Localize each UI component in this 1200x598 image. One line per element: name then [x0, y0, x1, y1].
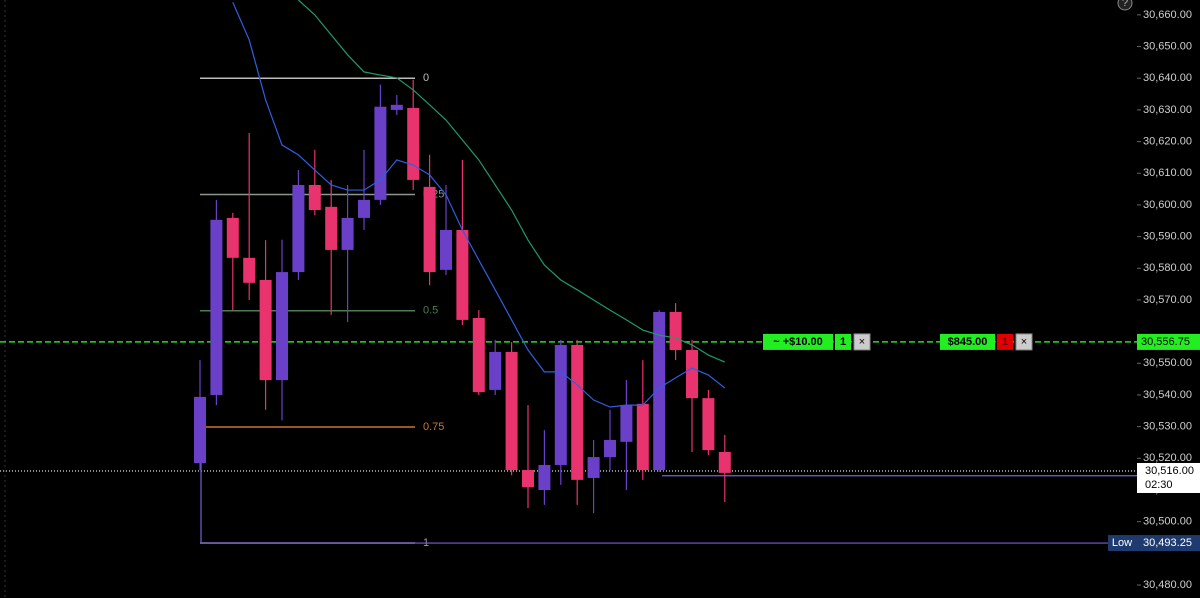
ma-line [297, 0, 726, 363]
candle-body [669, 311, 682, 350]
y-tick-label: 30,590.00 [1143, 231, 1192, 243]
order-qty-box[interactable] [997, 333, 1013, 350]
candle-body [505, 351, 518, 471]
candle-body [571, 344, 584, 480]
help-icon[interactable] [1117, 0, 1133, 11]
candle-body [620, 405, 633, 442]
order-close-box[interactable] [853, 333, 871, 351]
candle-body [358, 199, 370, 218]
order-close[interactable]: × [1021, 336, 1027, 348]
candle-body [636, 403, 649, 471]
candle-body [587, 457, 600, 478]
y-tick-label: 30,610.00 [1143, 167, 1192, 179]
candle-body [374, 106, 387, 200]
candle-body [276, 272, 288, 381]
price-label-box [1137, 462, 1200, 493]
candle-body [440, 229, 452, 270]
candle-body [538, 464, 551, 490]
price-label: 30,493.25 [1143, 537, 1192, 549]
price-label: 30,516.00 [1145, 465, 1194, 477]
y-tick-label: 30,660.00 [1143, 9, 1192, 21]
candle-body [226, 217, 239, 258]
y-tick-label: 30,650.00 [1143, 40, 1192, 52]
candle-body [292, 184, 305, 273]
y-tick-label: 30,630.00 [1143, 104, 1192, 116]
order-tag[interactable] [940, 333, 995, 350]
candle-body [718, 451, 731, 473]
price-label-box [1137, 535, 1200, 552]
candle-body [259, 279, 272, 381]
help-icon-text[interactable]: ? [1122, 0, 1128, 9]
ma-line [232, 1, 726, 408]
candle-body [554, 344, 567, 465]
candle-body [308, 184, 321, 210]
candle-body [686, 349, 698, 399]
y-tick-label: 30,540.00 [1143, 389, 1192, 401]
order-close-box[interactable] [1015, 333, 1033, 351]
candle-body [489, 351, 502, 390]
candle-body [702, 398, 715, 451]
order-text[interactable]: $845.00 [948, 336, 988, 348]
y-tick-label: 30,480.00 [1143, 579, 1192, 591]
order-qty-box[interactable] [835, 333, 851, 350]
order-text[interactable]: ~ +$10.00 [773, 336, 823, 348]
fib-label: 0.5 [423, 305, 438, 317]
candle-body [194, 396, 206, 464]
candle-body [423, 186, 436, 273]
y-tick-label: 30,580.00 [1143, 262, 1192, 274]
price-label-box [1137, 333, 1200, 350]
candle-body [243, 257, 256, 283]
candle-body [604, 439, 616, 458]
y-tick-label: 30,570.00 [1143, 294, 1192, 306]
candle-body [407, 108, 420, 180]
low-tag: Low [1112, 537, 1132, 549]
y-tick-label: 30,500.00 [1143, 516, 1192, 528]
candle-body [456, 229, 469, 320]
order-tag[interactable] [763, 333, 833, 350]
order-qty[interactable]: 1 [840, 336, 846, 348]
order-qty[interactable]: 1 [1002, 336, 1008, 348]
candle-body [210, 219, 223, 395]
order-close[interactable]: × [859, 336, 865, 348]
candle-body [325, 206, 338, 250]
low-tag-box [1108, 535, 1137, 552]
fib-label: 0.75 [423, 421, 444, 433]
y-tick-label: 30,530.00 [1143, 421, 1192, 433]
y-tick-label: 30,640.00 [1143, 72, 1192, 84]
fib-label: 0 [423, 72, 429, 84]
price-sublabel: 02:30 [1145, 479, 1173, 491]
price-label: 30,556.75 [1141, 336, 1190, 348]
y-tick-label: 30,550.00 [1143, 357, 1192, 369]
y-tick-label: 30,600.00 [1143, 199, 1192, 211]
candle-body [472, 318, 485, 393]
candle-body [522, 470, 534, 488]
y-tick-label: 30,620.00 [1143, 135, 1192, 147]
candle-body [341, 217, 354, 250]
candle-body [653, 311, 666, 471]
candle-body [390, 104, 403, 110]
y-tick-label: 30,520.00 [1143, 452, 1192, 464]
